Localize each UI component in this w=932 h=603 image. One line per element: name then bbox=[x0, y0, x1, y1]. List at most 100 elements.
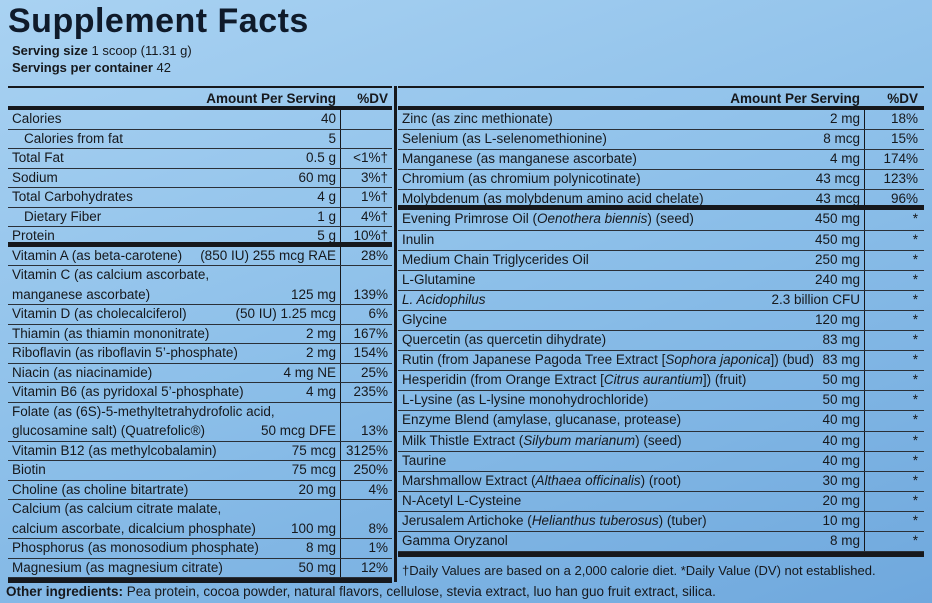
daily-value: 96% bbox=[890, 191, 918, 207]
dv-divider bbox=[340, 402, 341, 441]
nutrient-row: Milk Thistle Extract (Silybum marianum) … bbox=[398, 431, 924, 452]
daily-value: 25% bbox=[360, 364, 388, 380]
nutrient-name: Jerusalem Artichoke (Helianthus tuberosu… bbox=[402, 513, 707, 528]
name-part: Sophora japonica bbox=[665, 352, 771, 368]
dv-divider bbox=[340, 246, 341, 265]
nutrient-name: Taurine bbox=[402, 453, 446, 468]
nutrient-row: Quercetin (as quercetin dihydrate) 83 mg * bbox=[398, 331, 924, 352]
daily-value: 3125% bbox=[345, 442, 388, 458]
dv-divider bbox=[340, 461, 341, 480]
dv-divider bbox=[864, 270, 865, 290]
nutrient-name: Milk Thistle Extract (Silybum marianum) … bbox=[402, 433, 682, 448]
daily-value: <1%† bbox=[353, 150, 388, 165]
daily-value: 1%† bbox=[360, 189, 388, 204]
nutrient-name: Medium Chain Triglycerides Oil bbox=[402, 252, 589, 267]
name-part: Althaea officinalis bbox=[535, 472, 641, 488]
dv-divider bbox=[340, 383, 341, 402]
nutrient-name: Choline (as choline bitartrate) bbox=[12, 481, 189, 497]
name-part: ) (root) bbox=[640, 472, 682, 488]
amount: 4 mg bbox=[829, 151, 860, 167]
name-part: Chromium (as chromium polynicotinate) bbox=[402, 171, 641, 187]
amount: 50 mg bbox=[822, 392, 860, 408]
dv-divider bbox=[340, 480, 341, 499]
footnote: †Daily Values are based on a 2,000 calor… bbox=[398, 552, 924, 584]
nutrient-row: Folate (as (6S)-5-methyltetrahydrofolic … bbox=[8, 402, 392, 442]
nutrient-row: Manganese (as manganese ascorbate) 4 mg 17… bbox=[398, 150, 924, 171]
nutrient-row: Molybdenum (as molybdenum amino acid che… bbox=[398, 190, 924, 211]
daily-value: 154% bbox=[353, 345, 388, 360]
name-part: Hesperidin (from Orange Extract [ bbox=[402, 372, 604, 388]
nutrient-row: Magnesium (as magnesium citrate) 50 mg 12% bbox=[8, 558, 392, 578]
amount: 40 bbox=[320, 111, 336, 126]
name-part: Quercetin (as quercetin dihydrate) bbox=[402, 332, 607, 348]
nutrient-name: Chromium (as chromium polynicotinate) bbox=[402, 171, 641, 186]
amount: 8 mg bbox=[305, 540, 336, 555]
amount: 4 mg bbox=[305, 384, 336, 399]
name-part: Medium Chain Triglycerides Oil bbox=[402, 251, 589, 267]
nutrient-name: Vitamin A (as beta-carotene) bbox=[12, 247, 183, 263]
nutrient-row: Taurine 40 mg * bbox=[398, 451, 924, 472]
amount: 100 mg bbox=[290, 520, 336, 536]
amount: 4 g bbox=[317, 189, 336, 204]
nutrient-name: Folate (as (6S)-5-methyltetrahydrofolic … bbox=[12, 403, 275, 419]
dv-divider bbox=[864, 331, 865, 351]
dv-divider bbox=[340, 363, 341, 382]
name-part: L-Lysine (as L-lysine monohydrochloride) bbox=[402, 392, 649, 408]
nutrient-name: Vitamin B6 (as pyridoxal 5’-phosphate) bbox=[12, 384, 244, 399]
name-part: ) (seed) bbox=[647, 211, 694, 227]
nutrient-row: Phosphorus (as monosodium phosphate) 8 mg… bbox=[8, 539, 392, 559]
daily-value: * bbox=[912, 372, 918, 388]
nutrient-row: Selenium (as L-selenomethionine) 8 mcg 15% bbox=[398, 130, 924, 151]
dv-divider bbox=[864, 170, 865, 190]
nutrient-name: Selenium (as L-selenomethionine) bbox=[402, 131, 607, 146]
daily-value: * bbox=[912, 211, 918, 227]
nutrient-row: Choline (as choline bitartrate) 20 mg 4% bbox=[8, 480, 392, 500]
name-part: Oenothera biennis bbox=[537, 211, 648, 227]
daily-value: * bbox=[912, 392, 918, 408]
serving-size-value: 1 scoop (11.31 g) bbox=[91, 43, 192, 58]
name-part: Gamma Oryzanol bbox=[402, 532, 508, 548]
name-part: ) (tuber) bbox=[658, 512, 707, 528]
dv-divider bbox=[864, 310, 865, 331]
amount: 50 mcg DFE bbox=[260, 423, 336, 438]
nutrient-name: Magnesium (as magnesium citrate) bbox=[12, 559, 223, 575]
amount: 30 mg bbox=[822, 472, 860, 488]
dv-divider bbox=[864, 351, 865, 371]
nutrient-name: Niacin (as niacinamide) bbox=[12, 364, 153, 380]
daily-value: 13% bbox=[360, 423, 388, 438]
nutrient-row: L-Glutamine 240 mg * bbox=[398, 270, 924, 291]
nutrient-row: L-Lysine (as L-lysine monohydrochloride)… bbox=[398, 391, 924, 412]
amount-header: Amount Per Serving bbox=[730, 91, 860, 106]
daily-value: * bbox=[912, 472, 918, 488]
amount: 240 mg bbox=[814, 271, 860, 287]
nutrient-name: Protein bbox=[12, 228, 55, 243]
dv-divider bbox=[340, 558, 341, 577]
daily-value: * bbox=[912, 311, 918, 327]
amount: 2 mg bbox=[829, 111, 860, 126]
other-ingredients-text: Pea protein, cocoa powder, natural flavo… bbox=[126, 584, 716, 599]
name-part: ]) (bud) bbox=[770, 352, 814, 368]
nutrient-row: Niacin (as niacinamide) 4 mg NE 25% bbox=[8, 363, 392, 383]
amount: 50 mg bbox=[822, 372, 860, 388]
dv-divider bbox=[864, 451, 865, 471]
amount: 1 g bbox=[317, 208, 336, 224]
daily-value: * bbox=[912, 432, 918, 448]
amount: (50 IU) 1.25 mcg bbox=[235, 306, 336, 321]
daily-value: * bbox=[912, 492, 918, 508]
nutrient-name: Enzyme Blend (amylase, glucanase, protea… bbox=[402, 412, 681, 427]
daily-value: * bbox=[912, 291, 918, 307]
dv-divider bbox=[864, 230, 865, 250]
other-ingredients: Other ingredients: Pea protein, cocoa po… bbox=[6, 584, 716, 599]
name-part: Citrus aurantium bbox=[603, 372, 703, 388]
daily-value: 167% bbox=[353, 325, 388, 341]
amount: (850 IU) 255 mcg RAE bbox=[200, 247, 336, 263]
daily-value: * bbox=[912, 512, 918, 528]
nutrient-row: Gamma Oryzanol 8 mg * bbox=[398, 531, 924, 553]
daily-value: 12% bbox=[360, 559, 388, 575]
nutrient-name: Quercetin (as quercetin dihydrate) bbox=[402, 332, 606, 347]
name-part: Manganese (as manganese ascorbate) bbox=[402, 151, 637, 167]
amount: 8 mcg bbox=[823, 131, 860, 147]
dv-divider bbox=[340, 305, 341, 324]
amount: 83 mg bbox=[822, 352, 860, 368]
